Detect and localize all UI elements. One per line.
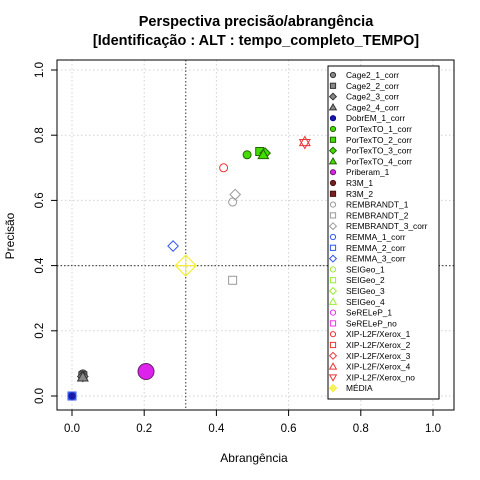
legend-label: REMBRANDT_3_corr: [346, 221, 428, 231]
legend-marker: [328, 297, 338, 305]
data-point: [219, 163, 229, 173]
legend-label: Cage2_4_corr: [346, 102, 399, 112]
y-tick-label: 0.8: [34, 127, 46, 143]
x-tick-label: 0.8: [353, 423, 369, 435]
legend-label: REMMA_3_corr: [346, 254, 406, 264]
legend-label: XIP-L2F/Xerox_1: [346, 329, 411, 339]
legend-marker: [329, 331, 337, 338]
y-tick-label: 0.2: [34, 323, 46, 339]
legend-label: PorTexTO_1_corr: [346, 124, 412, 134]
y-tick-label: 0.0: [34, 388, 46, 404]
data-point: [298, 135, 311, 147]
y-tick-label: 0.4: [34, 257, 46, 274]
legend-label: XIP-L2F/Xerox_4: [346, 362, 411, 372]
data-point: [67, 391, 77, 401]
legend-marker: [329, 212, 337, 219]
data-point: [298, 138, 311, 150]
x-tick-label: 0.4: [208, 423, 225, 435]
x-tick-label: 0.2: [136, 423, 152, 435]
legend-label: Cage2_2_corr: [346, 81, 399, 91]
legend: Cage2_1_corrCage2_2_corrCage2_3_corrCage…: [327, 65, 440, 400]
reference-lines: [57, 60, 454, 410]
legend-marker: [328, 362, 338, 370]
legend-label: REMMA_2_corr: [346, 243, 406, 253]
x-axis: 0.0 0.2 0.4 0.6 0.8 1.0: [64, 410, 441, 435]
data-point: [167, 240, 179, 252]
chart-subtitle: [Identificação : ALT : tempo_completo_TE…: [93, 33, 419, 49]
legend-label: PorTexTO_4_corr: [346, 156, 412, 166]
legend-label: XIP-L2F/Xerox_2: [346, 340, 411, 350]
legend-marker: [328, 157, 338, 165]
y-axis-label: Precisão: [3, 212, 17, 259]
legend-label: SeRELeP_no: [346, 318, 397, 328]
legend-marker: [328, 254, 338, 263]
legend-label: Cage2_1_corr: [346, 70, 399, 80]
y-axis: 0.0 0.2 0.4 0.6 0.8 1.0: [34, 62, 57, 404]
data-point: [242, 150, 252, 160]
legend-label: REMBRANDT_1: [346, 200, 409, 210]
legend-label: PorTexTO_3_corr: [346, 146, 412, 156]
legend-marker: [329, 266, 337, 273]
legend-label: SEIGeo_3: [346, 286, 385, 296]
legend-label: DobrEM_1_corr: [346, 113, 405, 123]
data-point: [76, 370, 89, 382]
legend-label: REMMA_1_corr: [346, 232, 406, 242]
legend-marker: [328, 351, 338, 360]
legend-marker: [328, 103, 338, 111]
plot-frame: [56, 59, 455, 411]
legend-box: [327, 65, 440, 400]
legend-marker: [329, 277, 337, 284]
x-tick-label: 1.0: [425, 423, 441, 435]
data-point: [137, 363, 155, 381]
legend-marker: [328, 222, 338, 231]
legend-marker: [329, 169, 337, 176]
legend-label: R3M_1: [346, 178, 373, 188]
legend-label: REMBRANDT_2: [346, 210, 409, 220]
x-tick-label: 0.6: [281, 423, 297, 435]
legend-label: Cage2_3_corr: [346, 92, 399, 102]
legend-marker: [329, 309, 337, 316]
legend-marker: [329, 115, 337, 122]
legend-marker: [329, 341, 337, 349]
legend-label: Priberam_1: [346, 167, 390, 177]
legend-label: SEIGeo_4: [346, 297, 385, 307]
legend-label: MÉDIA: [346, 383, 373, 393]
legend-label: XIP-L2F/Xerox_3: [346, 351, 411, 361]
legend-label: R3M_2: [346, 189, 373, 199]
legend-marker: [328, 286, 338, 296]
legend-marker: [329, 244, 337, 251]
legend-label: XIP-L2F/Xerox_no: [346, 372, 415, 382]
data-point: [228, 275, 238, 285]
data-point: [257, 148, 270, 160]
data-points: [67, 135, 311, 401]
legend-marker: [329, 233, 337, 241]
legend-marker: [329, 320, 337, 327]
legend-label: SeRELeP_1: [346, 308, 392, 318]
x-tick-label: 0.0: [64, 423, 80, 435]
legend-marker: [328, 374, 338, 382]
y-tick-label: 1.0: [34, 62, 46, 78]
legend-label: PorTexTO_2_corr: [346, 135, 412, 145]
data-point: [228, 197, 238, 207]
y-tick-label: 0.6: [34, 192, 46, 208]
legend-marker: [328, 146, 338, 155]
legend-marker: [328, 383, 338, 393]
legend-marker: [329, 179, 337, 187]
legend-marker: [328, 92, 338, 101]
legend-marker: [329, 201, 337, 208]
legend-marker: [329, 82, 337, 89]
data-point: [174, 254, 197, 277]
legend-marker: [329, 190, 337, 197]
chart-title: Perspectiva precisão/abrangência: [139, 14, 374, 30]
legend-marker: [329, 71, 337, 79]
legend-marker: [329, 136, 337, 143]
data-point: [229, 188, 242, 201]
legend-label: SEIGeo_1: [346, 264, 385, 274]
x-axis-label: Abrangência: [220, 451, 288, 465]
legend-label: SEIGeo_2: [346, 275, 385, 285]
legend-marker: [329, 125, 337, 133]
